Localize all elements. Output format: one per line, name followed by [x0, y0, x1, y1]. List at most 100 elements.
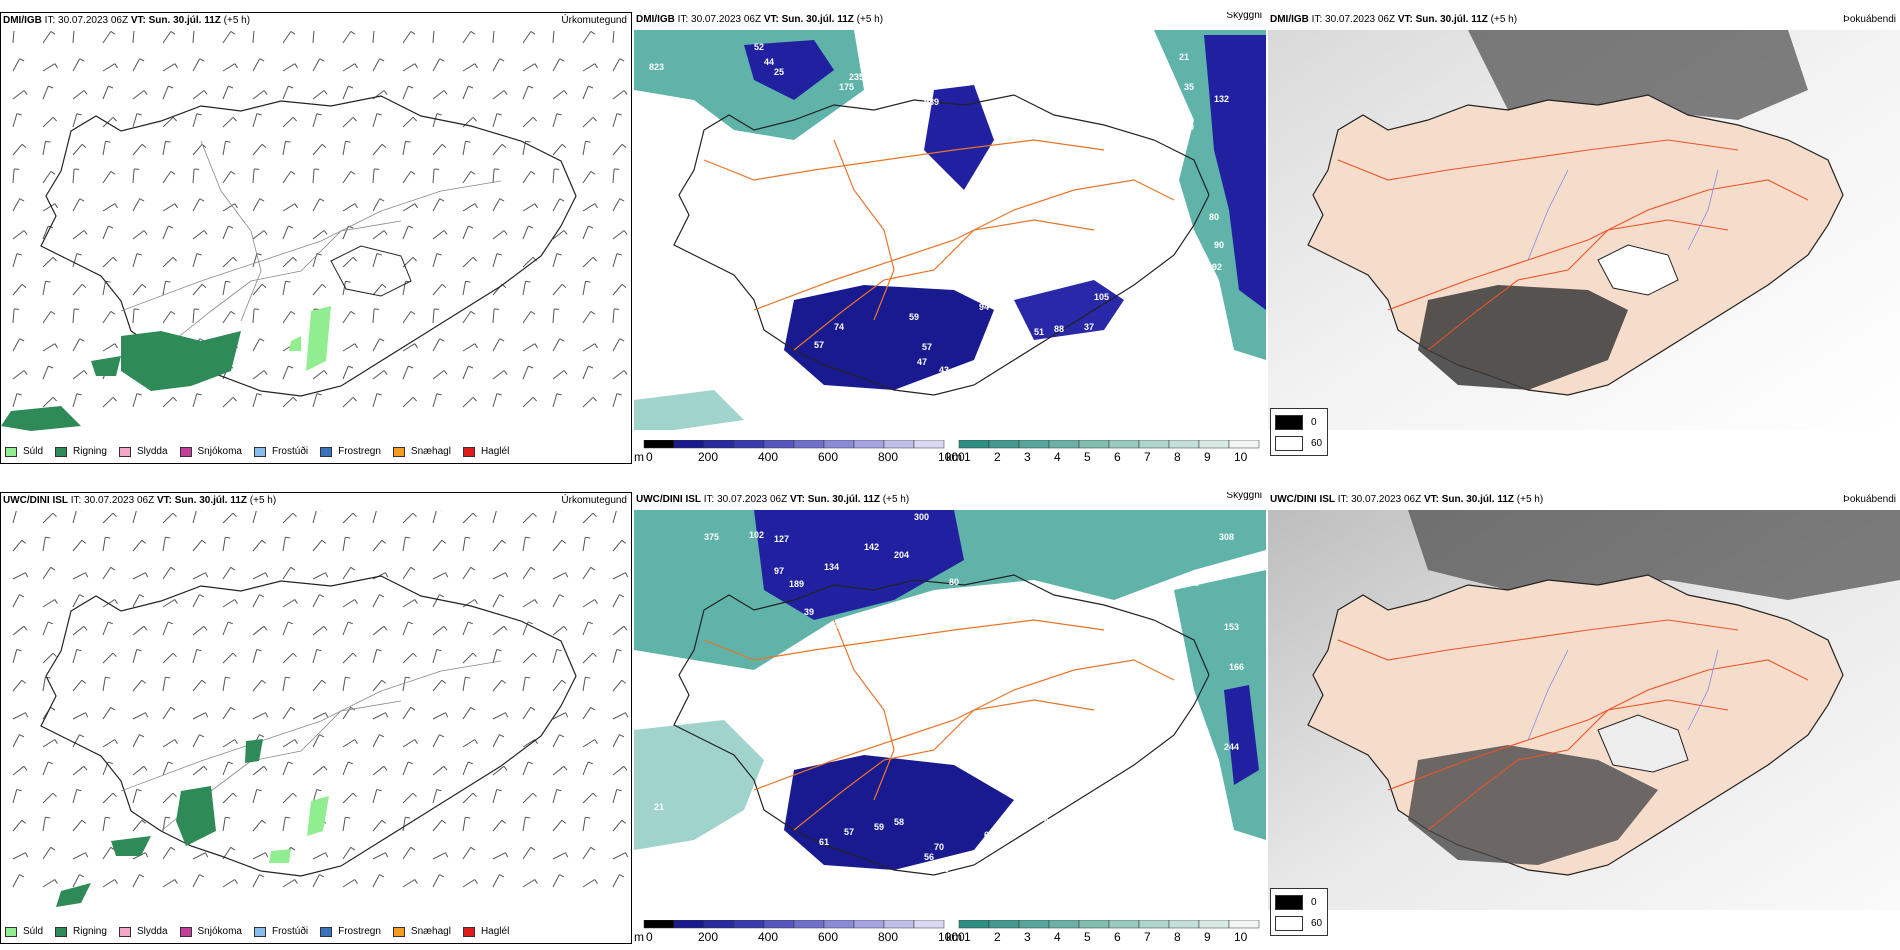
wind-barb: [222, 63, 236, 72]
wind-barb: [402, 739, 416, 748]
wind-barb-tick: [556, 789, 562, 792]
wind-barb-tick: [114, 203, 118, 209]
wind-barb: [402, 817, 406, 832]
wind-barb-tick: [167, 621, 173, 625]
scale-tick-km: 3: [1024, 450, 1031, 464]
wind-barb-tick: [472, 652, 477, 658]
wind-barb: [552, 230, 565, 240]
wind-barb-tick: [410, 31, 416, 35]
scale-swatch: [913, 439, 945, 449]
wind-barb-tick: [108, 225, 114, 229]
wind-barb-tick: [292, 256, 297, 262]
wind-barb-tick: [203, 230, 208, 235]
wind-barb-tick: [496, 649, 502, 652]
visibility-value-label: 63: [1064, 342, 1074, 352]
wind-barb: [372, 338, 381, 352]
visibility-value-label: 105: [984, 592, 999, 602]
wind-barb-tick: [170, 706, 176, 711]
wind-barb: [72, 712, 86, 720]
wind-barb-tick: [348, 225, 354, 229]
wind-barb: [462, 365, 469, 380]
wind-barb: [312, 712, 326, 720]
wind-barb: [162, 599, 176, 608]
wind-barb: [72, 90, 85, 100]
wind-barb-tick: [472, 256, 477, 262]
wind-barb: [42, 85, 49, 100]
wind-barb-tick: [172, 512, 177, 518]
wind-barb: [342, 203, 356, 212]
wind-barb-tick: [165, 536, 171, 539]
wind-barb: [612, 511, 617, 524]
wind-barb-tick: [590, 846, 596, 851]
wind-barb: [102, 537, 106, 552]
wind-barb: [372, 594, 380, 608]
visibility-value-label: 59: [909, 312, 919, 322]
wind-barb: [192, 625, 205, 636]
wind-barb: [312, 511, 317, 524]
wind-barb: [552, 370, 565, 380]
visibility-value-label: 39: [804, 607, 814, 617]
wind-barb-tick: [594, 599, 598, 604]
wind-barb: [192, 90, 205, 100]
wind-barb-tick: [525, 816, 531, 819]
field-name: Skyggni: [1226, 492, 1262, 501]
wind-barb-tick: [143, 230, 148, 235]
precip-map: [1, 31, 628, 431]
wind-barb-tick: [110, 31, 116, 35]
wind-barb: [282, 203, 296, 212]
scale-swatch: [1138, 919, 1170, 929]
wind-barb-tick: [76, 253, 82, 256]
wind-barb: [492, 874, 500, 888]
wind-barb-tick: [345, 140, 351, 143]
wind-barb: [282, 792, 294, 804]
wind-barb-tick: [623, 625, 628, 631]
wind-barb-tick: [439, 338, 445, 342]
wind-barb: [42, 343, 56, 352]
wind-barb-tick: [287, 761, 293, 765]
legend-swatch: [392, 926, 405, 937]
wind-barb: [162, 537, 166, 552]
wind-barb: [612, 370, 625, 380]
wind-barb: [462, 141, 466, 156]
wind-barb: [492, 113, 498, 128]
wind-barb: [132, 113, 138, 128]
wind-barb: [72, 308, 75, 324]
wind-barb: [222, 396, 234, 408]
panel-header: DMI/IGB IT: 30.07.2023 06Z VT: Sun. 30.j…: [1268, 12, 1900, 28]
wind-barb-tick: [625, 852, 629, 858]
wind-barb-tick: [616, 649, 622, 652]
wind-barb-tick: [534, 203, 538, 209]
wind-barb: [282, 85, 289, 100]
wind-barb-tick: [619, 338, 625, 342]
wind-barb: [612, 90, 625, 100]
wind-barb: [552, 253, 558, 268]
wind-barb-tick: [350, 566, 356, 571]
wind-barb: [282, 365, 289, 380]
wind-barb: [102, 343, 116, 352]
wind-barb: [432, 874, 440, 888]
wind-barb-tick: [292, 792, 297, 798]
wind-barb: [72, 874, 80, 888]
wind-barb: [522, 761, 529, 776]
wind-barb: [42, 792, 54, 804]
wind-barb: [462, 116, 474, 128]
fog-legend: 0 60: [1270, 408, 1328, 456]
wind-barb-tick: [503, 370, 508, 375]
wind-barb: [402, 31, 412, 44]
wind-barb-tick: [227, 761, 233, 765]
wind-barb-tick: [76, 393, 82, 396]
wind-barb-tick: [21, 283, 27, 288]
wind-barb-tick: [467, 621, 473, 625]
wind-barb: [432, 253, 438, 268]
wind-barb: [342, 365, 349, 380]
wind-barb: [402, 225, 409, 240]
wind-barb-tick: [45, 140, 51, 143]
wind-barb-tick: [81, 283, 87, 288]
wind-barb: [432, 58, 441, 72]
wind-barb-tick: [232, 792, 237, 798]
wind-barb-tick: [48, 365, 54, 369]
wind-barb-tick: [25, 852, 29, 858]
wind-barb-tick: [559, 734, 565, 738]
panel-header: DMI/IGB IT: 30.07.2023 06Z VT: Sun. 30.j…: [1, 13, 631, 29]
visibility-value-label: 90: [1214, 240, 1224, 250]
